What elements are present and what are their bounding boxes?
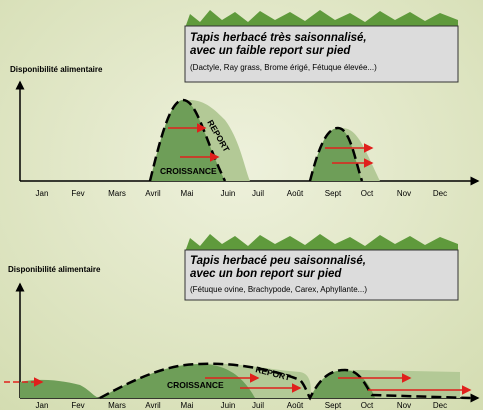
month-label: Dec bbox=[433, 401, 447, 410]
month-label: Nov bbox=[397, 401, 411, 410]
month-label: Mars bbox=[108, 401, 126, 410]
y-label: Disponibilité alimentaire bbox=[8, 265, 101, 274]
month-label: Août bbox=[287, 189, 304, 198]
month-label: Juin bbox=[221, 401, 236, 410]
subtitle: (Dactyle, Ray grass, Brome érigé, Fétuqu… bbox=[190, 63, 377, 72]
month-label: Juin bbox=[221, 189, 236, 198]
month-label: Jan bbox=[36, 401, 49, 410]
month-label: Fev bbox=[71, 189, 84, 198]
month-label: Mai bbox=[181, 189, 194, 198]
month-label: Avril bbox=[145, 189, 161, 198]
month-label: Oct bbox=[361, 189, 374, 198]
month-label: Juil bbox=[252, 189, 264, 198]
month-label: Mars bbox=[108, 189, 126, 198]
month-label: Sept bbox=[325, 401, 342, 410]
month-label: Nov bbox=[397, 189, 411, 198]
month-label: Fev bbox=[71, 401, 84, 410]
title: Tapis herbacé très saisonnalisé, bbox=[190, 32, 367, 44]
title: Tapis herbacé peu saisonnalisé, bbox=[190, 255, 366, 267]
growth-label: CROISSANCE bbox=[160, 166, 217, 176]
month-label: Juil bbox=[252, 401, 264, 410]
month-label: Oct bbox=[361, 401, 374, 410]
growth-label: CROISSANCE bbox=[167, 380, 224, 390]
month-label: Dec bbox=[433, 189, 447, 198]
diagram: Tapis herbacé très saisonnalisé, avec un… bbox=[0, 0, 483, 410]
month-label: Sept bbox=[325, 189, 342, 198]
month-label: Août bbox=[287, 401, 304, 410]
title: avec un faible report sur pied bbox=[190, 45, 351, 57]
y-label: Disponibilité alimentaire bbox=[10, 65, 103, 74]
month-label: Jan bbox=[36, 189, 49, 198]
subtitle: (Fétuque ovine, Brachypode, Carex, Aphyl… bbox=[190, 285, 367, 294]
month-label: Mai bbox=[181, 401, 194, 410]
month-label: Avril bbox=[145, 401, 161, 410]
title: avec un bon report sur pied bbox=[190, 268, 342, 280]
